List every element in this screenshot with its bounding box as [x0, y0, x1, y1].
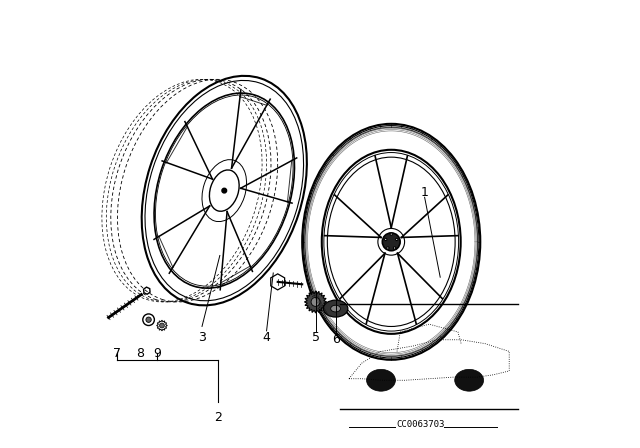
Circle shape: [222, 188, 227, 193]
Circle shape: [385, 238, 387, 241]
Text: 8: 8: [136, 347, 144, 360]
Text: 3: 3: [198, 331, 206, 344]
Ellipse shape: [331, 305, 340, 312]
Ellipse shape: [455, 369, 484, 391]
Text: CC0063703: CC0063703: [396, 420, 444, 429]
Circle shape: [396, 238, 398, 241]
Circle shape: [390, 233, 392, 235]
Circle shape: [387, 247, 389, 249]
Text: 7: 7: [113, 347, 122, 360]
Text: 5: 5: [312, 331, 319, 344]
Circle shape: [382, 233, 400, 251]
Ellipse shape: [367, 369, 396, 391]
Circle shape: [159, 323, 164, 328]
Polygon shape: [305, 291, 326, 313]
Circle shape: [394, 247, 396, 249]
Text: 6: 6: [332, 333, 340, 346]
Text: 4: 4: [262, 331, 271, 344]
Circle shape: [311, 297, 320, 306]
Ellipse shape: [323, 300, 348, 317]
Text: 2: 2: [214, 411, 221, 424]
Text: 9: 9: [154, 347, 161, 360]
Circle shape: [146, 317, 151, 323]
Text: 1: 1: [420, 186, 429, 199]
